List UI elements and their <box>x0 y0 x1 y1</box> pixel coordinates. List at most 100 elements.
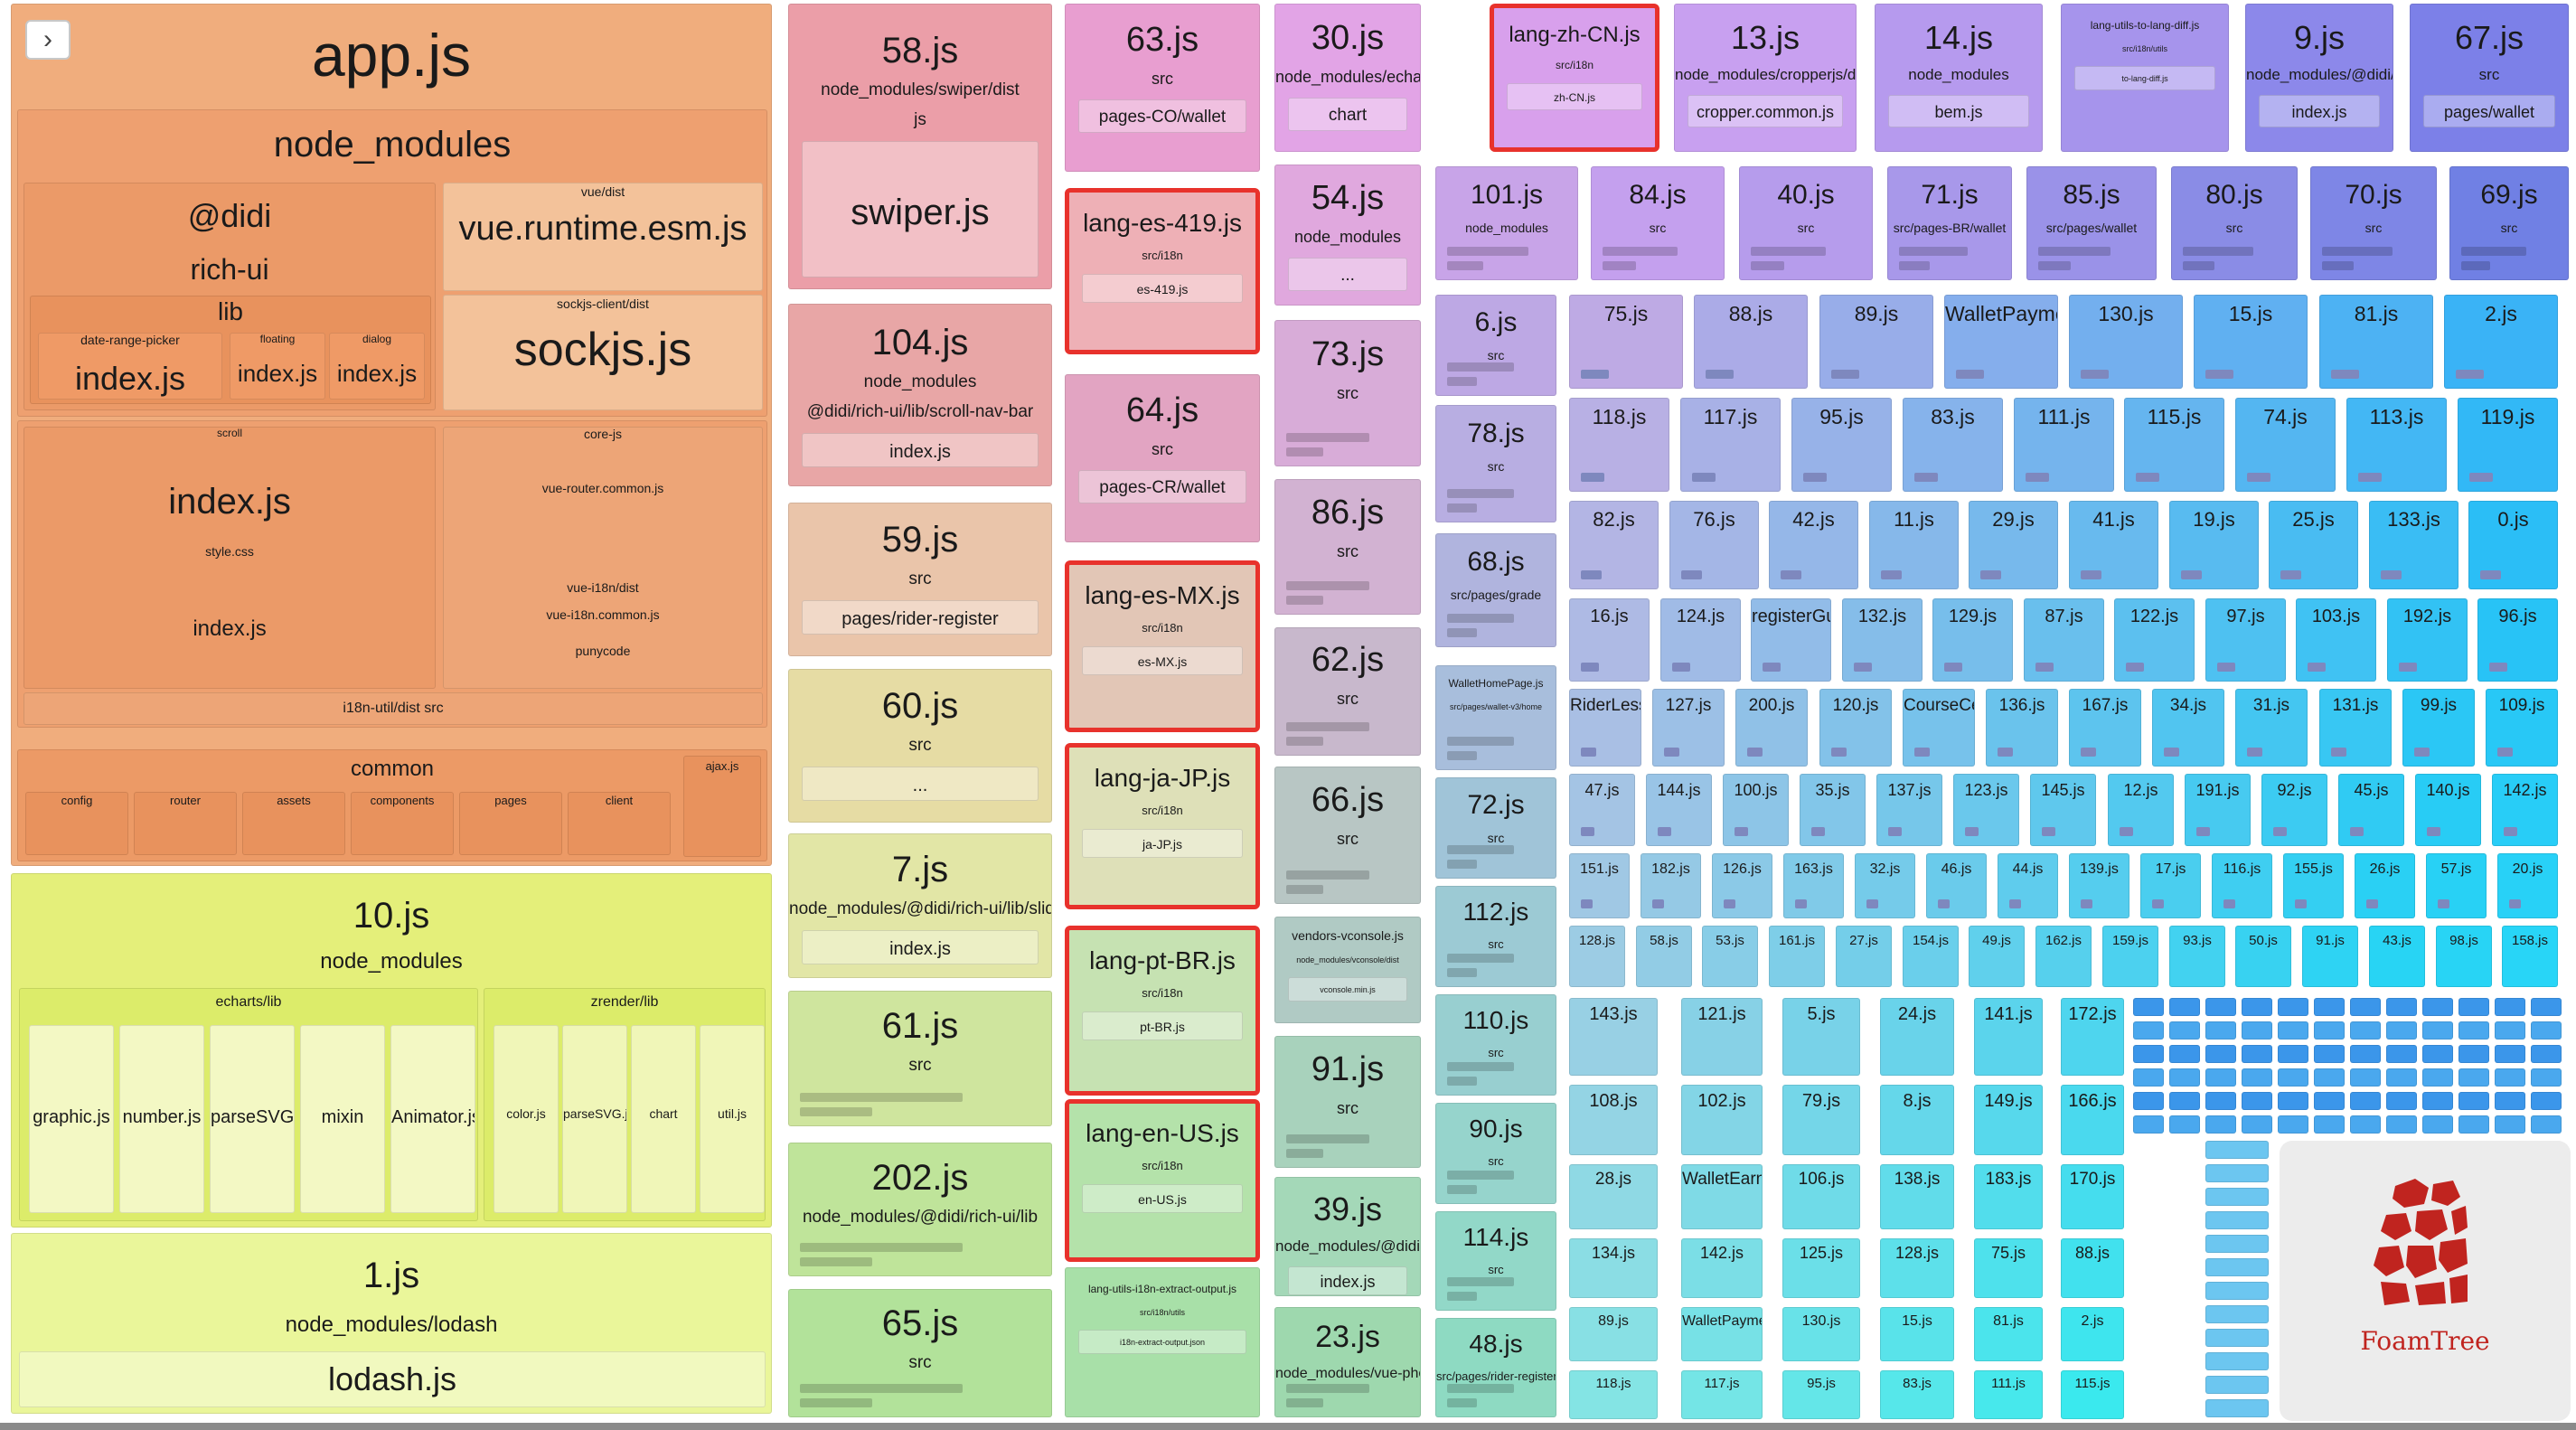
module-136-js[interactable]: 136.js <box>1986 689 2058 767</box>
module-141-js[interactable]: 141.js <box>1974 998 2043 1076</box>
module-137-js[interactable]: 137.js <box>1876 774 1942 846</box>
small-module-tile[interactable] <box>2278 1021 2308 1040</box>
module-192-js[interactable]: 192.js <box>2387 598 2468 682</box>
module-102-js[interactable]: 102.js <box>1681 1085 1763 1155</box>
small-module-tile[interactable] <box>2205 1211 2269 1229</box>
submodule-pages-cr-wallet[interactable]: pages-CR/wallet <box>1078 469 1246 503</box>
echarts-mixin[interactable]: mixin <box>300 1025 385 1213</box>
module-93-js[interactable]: 93.js <box>2169 926 2225 987</box>
small-module-tile[interactable] <box>2205 1141 2269 1159</box>
module-85-js[interactable]: 85.js src/pages/wallet <box>2026 166 2157 280</box>
module-15-js[interactable]: 15.js <box>2194 295 2308 389</box>
module-142-js[interactable]: 142.js <box>2492 774 2558 846</box>
floating-block[interactable]: floating index.js <box>230 333 325 400</box>
module-50-js[interactable]: 50.js <box>2235 926 2291 987</box>
vue-dist-block[interactable]: vue/dist vue.runtime.esm.js <box>443 183 763 291</box>
module-154-js[interactable]: 154.js <box>1903 926 1959 987</box>
module-83-js[interactable]: 83.js <box>1903 398 2003 492</box>
small-module-tile[interactable] <box>2242 1092 2272 1110</box>
module-58-js[interactable]: 58.js <box>1636 926 1692 987</box>
module-16-js[interactable]: 16.js <box>1569 598 1650 682</box>
small-module-tile[interactable] <box>2422 1092 2453 1110</box>
submodule-pt-br-js[interactable]: pt-BR.js <box>1082 1011 1243 1041</box>
module-registerguide-js[interactable]: registerGuide.js <box>1751 598 1831 682</box>
small-module-tile[interactable] <box>2495 1045 2525 1063</box>
module-1-js[interactable]: 1.js node_modules/lodash lodash.js <box>11 1233 772 1414</box>
echarts-number-js[interactable]: number.js <box>119 1025 204 1213</box>
small-module-tile[interactable] <box>2242 1045 2272 1063</box>
module-121-js[interactable]: 121.js <box>1681 998 1763 1076</box>
module-170-js[interactable]: 170.js <box>2061 1164 2124 1229</box>
module-2-js[interactable]: 2.js <box>2061 1307 2124 1361</box>
module-30-js[interactable]: 30.js node_modules/echarts/libchart <box>1274 4 1421 152</box>
small-module-tile[interactable] <box>2350 1045 2381 1063</box>
module-59-js[interactable]: 59.js src pages/rider-register <box>788 503 1052 656</box>
module-63-js[interactable]: 63.js src pages-CO/wallet <box>1065 4 1260 172</box>
sockjs-block[interactable]: sockjs-client/dist sockjs.js <box>443 295 763 410</box>
small-module-tile[interactable] <box>2531 1092 2562 1110</box>
small-module-tile[interactable] <box>2205 1352 2269 1370</box>
module-99-js[interactable]: 99.js <box>2402 689 2475 767</box>
small-module-tile[interactable] <box>2386 998 2417 1016</box>
module-58-js[interactable]: 58.js node_modules/swiper/dist js swiper.js <box>788 4 1052 289</box>
module-53-js[interactable]: 53.js <box>1702 926 1758 987</box>
module-lang-en-us-js[interactable]: lang-en-US.js src/i18n en-US.js <box>1065 1099 1260 1262</box>
small-module-tile[interactable] <box>2205 1068 2236 1087</box>
small-module-tile[interactable] <box>2314 1092 2345 1110</box>
module-88-js[interactable]: 88.js <box>1694 295 1808 389</box>
submodule-es-419-js[interactable]: es-419.js <box>1082 273 1243 303</box>
small-module-tile[interactable] <box>2495 1115 2525 1134</box>
module-27-js[interactable]: 27.js <box>1836 926 1892 987</box>
module-109-js[interactable]: 109.js <box>2486 689 2558 767</box>
submodule-index-js[interactable]: index.js <box>802 433 1039 468</box>
module-95-js[interactable]: 95.js <box>1791 398 1892 492</box>
small-module-tile[interactable] <box>2458 1045 2489 1063</box>
small-module-tile[interactable] <box>2133 1045 2164 1063</box>
small-module-tile[interactable] <box>2314 1068 2345 1087</box>
submodule-[interactable]: ... <box>802 766 1039 801</box>
submodule-swiper-js[interactable]: swiper.js <box>802 141 1039 278</box>
small-module-tile[interactable] <box>2422 1021 2453 1040</box>
submodule-i18n-extract-output-json[interactable]: i18n-extract-output.json <box>1078 1330 1246 1355</box>
submodule-pages-wallet[interactable]: pages/wallet <box>2423 95 2555 128</box>
small-module-tile[interactable] <box>2422 1045 2453 1063</box>
small-module-tile[interactable] <box>2314 1045 2345 1063</box>
module-46-js[interactable]: 46.js <box>1926 853 1987 918</box>
small-module-tile[interactable] <box>2205 1258 2269 1276</box>
small-module-tile[interactable] <box>2386 1045 2417 1063</box>
module-91-js[interactable]: 91.js src <box>1274 1036 1421 1168</box>
module-145-js[interactable]: 145.js <box>2030 774 2096 846</box>
small-module-tile[interactable] <box>2422 1068 2453 1087</box>
small-module-tile[interactable] <box>2169 1092 2200 1110</box>
module-34-js[interactable]: 34.js <box>2152 689 2224 767</box>
module-25-js[interactable]: 25.js <box>2269 501 2358 589</box>
echarts-lib-block[interactable]: echarts/lib graphic.js number.js parseSVG.j… <box>19 988 478 1221</box>
module-lang-es-419-js[interactable]: lang-es-419.js src/i18n es-419.js <box>1065 188 1260 354</box>
small-module-tile[interactable] <box>2278 1068 2308 1087</box>
module-81-js[interactable]: 81.js <box>2319 295 2433 389</box>
module-20-js[interactable]: 20.js <box>2497 853 2558 918</box>
small-module-tile[interactable] <box>2205 1188 2269 1206</box>
module-lang-utils-i18n-extract-output-js[interactable]: lang-utils-i18n-extract-output.js src/i18… <box>1065 1267 1260 1417</box>
module-23-js[interactable]: 23.js node_modules/vue-photo-preview/dist <box>1274 1307 1421 1417</box>
small-module-tile[interactable] <box>2205 1329 2269 1347</box>
submodule-chart[interactable]: chart <box>1288 98 1407 132</box>
module-139-js[interactable]: 139.js <box>2069 853 2129 918</box>
module-64-js[interactable]: 64.js src pages-CR/wallet <box>1065 374 1260 542</box>
module-75-js[interactable]: 75.js <box>1974 1238 2043 1298</box>
module-123-js[interactable]: 123.js <box>1953 774 2019 846</box>
module-182-js[interactable]: 182.js <box>1641 853 1701 918</box>
module-82-js[interactable]: 82.js <box>1569 501 1659 589</box>
module-45-js[interactable]: 45.js <box>2338 774 2404 846</box>
module-66-js[interactable]: 66.js src <box>1274 767 1421 904</box>
small-module-tile[interactable] <box>2495 1068 2525 1087</box>
submodule-index-js[interactable]: index.js <box>2259 95 2380 128</box>
module-75-js[interactable]: 75.js <box>1569 295 1683 389</box>
small-module-tile[interactable] <box>2350 1092 2381 1110</box>
module-111-js[interactable]: 111.js <box>1974 1370 2043 1419</box>
module-67-js[interactable]: 67.js src pages/wallet <box>2410 4 2569 152</box>
module-90-js[interactable]: 90.js src <box>1435 1103 1556 1204</box>
module-31-js[interactable]: 31.js <box>2235 689 2308 767</box>
module-80-js[interactable]: 80.js src <box>2171 166 2298 280</box>
small-module-tile[interactable] <box>2205 1376 2269 1394</box>
